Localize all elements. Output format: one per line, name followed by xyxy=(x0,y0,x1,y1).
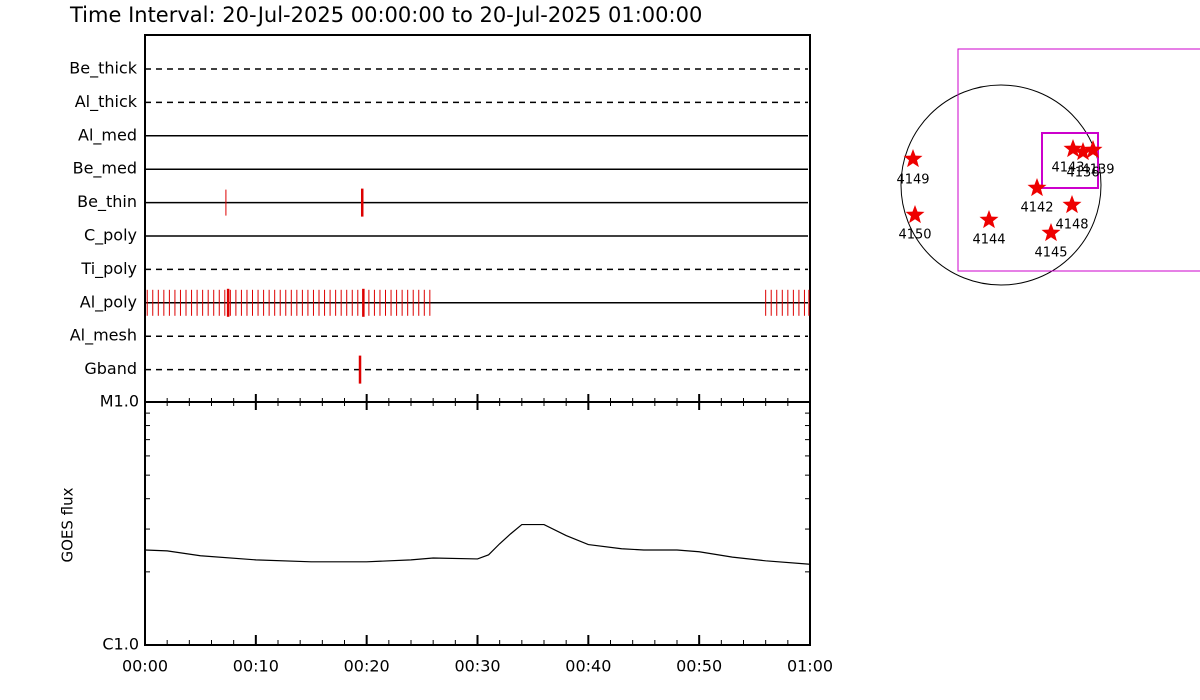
row-label: Al_med xyxy=(78,125,137,145)
row-label: Al_mesh xyxy=(70,326,137,346)
y-axis-label: GOES flux xyxy=(59,487,77,562)
row-label: Be_med xyxy=(73,159,137,179)
x-tick-label: 00:10 xyxy=(233,657,279,676)
active-region-label: 4142 xyxy=(1020,201,1053,216)
active-region-marker xyxy=(903,149,923,168)
x-tick-label: 00:40 xyxy=(565,657,611,676)
active-region-marker xyxy=(1063,139,1083,158)
fov-box xyxy=(957,48,1200,272)
x-tick-label: 00:30 xyxy=(454,657,500,676)
active-region-label: 4145 xyxy=(1034,246,1067,261)
chart-title: Time Interval: 20-Jul-2025 00:00:00 to 2… xyxy=(69,3,702,27)
flux-line xyxy=(144,523,811,565)
active-region-label: 4148 xyxy=(1055,218,1088,233)
active-region-label: 4149 xyxy=(896,173,929,188)
row-label: Ti_poly xyxy=(80,259,137,279)
fov-box xyxy=(1041,132,1099,189)
active-region-marker xyxy=(1041,223,1061,242)
active-region-marker xyxy=(979,210,999,229)
active-region-marker xyxy=(1027,178,1047,197)
y-tick-label: C1.0 xyxy=(102,635,139,654)
x-tick-label: 00:50 xyxy=(676,657,722,676)
active-region-marker xyxy=(1062,195,1082,214)
active-region-label: 4139 xyxy=(1081,163,1114,178)
timeline-frame xyxy=(144,34,811,403)
solar-disk xyxy=(900,84,1102,286)
row-label: Be_thick xyxy=(69,59,137,79)
row-label: Gband xyxy=(84,359,137,378)
flux-frame xyxy=(144,401,811,646)
active-region-label: 4144 xyxy=(972,233,1005,248)
active-region-marker xyxy=(1073,142,1093,161)
row-label: Be_thin xyxy=(77,192,137,212)
x-tick-label: 00:00 xyxy=(122,657,168,676)
row-label: Al_poly xyxy=(80,292,137,312)
y-tick-label: M1.0 xyxy=(100,392,139,411)
active-region-marker xyxy=(905,205,925,224)
active-region-label: 4136 xyxy=(1066,166,1099,181)
x-tick-label: 00:20 xyxy=(344,657,390,676)
x-tick-label: 01:00 xyxy=(787,657,833,676)
active-region-marker xyxy=(1083,140,1103,159)
active-region-label: 4150 xyxy=(898,228,931,243)
row-label: Al_thick xyxy=(75,92,138,112)
active-region-label: 4143 xyxy=(1051,161,1084,176)
row-label: C_poly xyxy=(84,226,137,246)
